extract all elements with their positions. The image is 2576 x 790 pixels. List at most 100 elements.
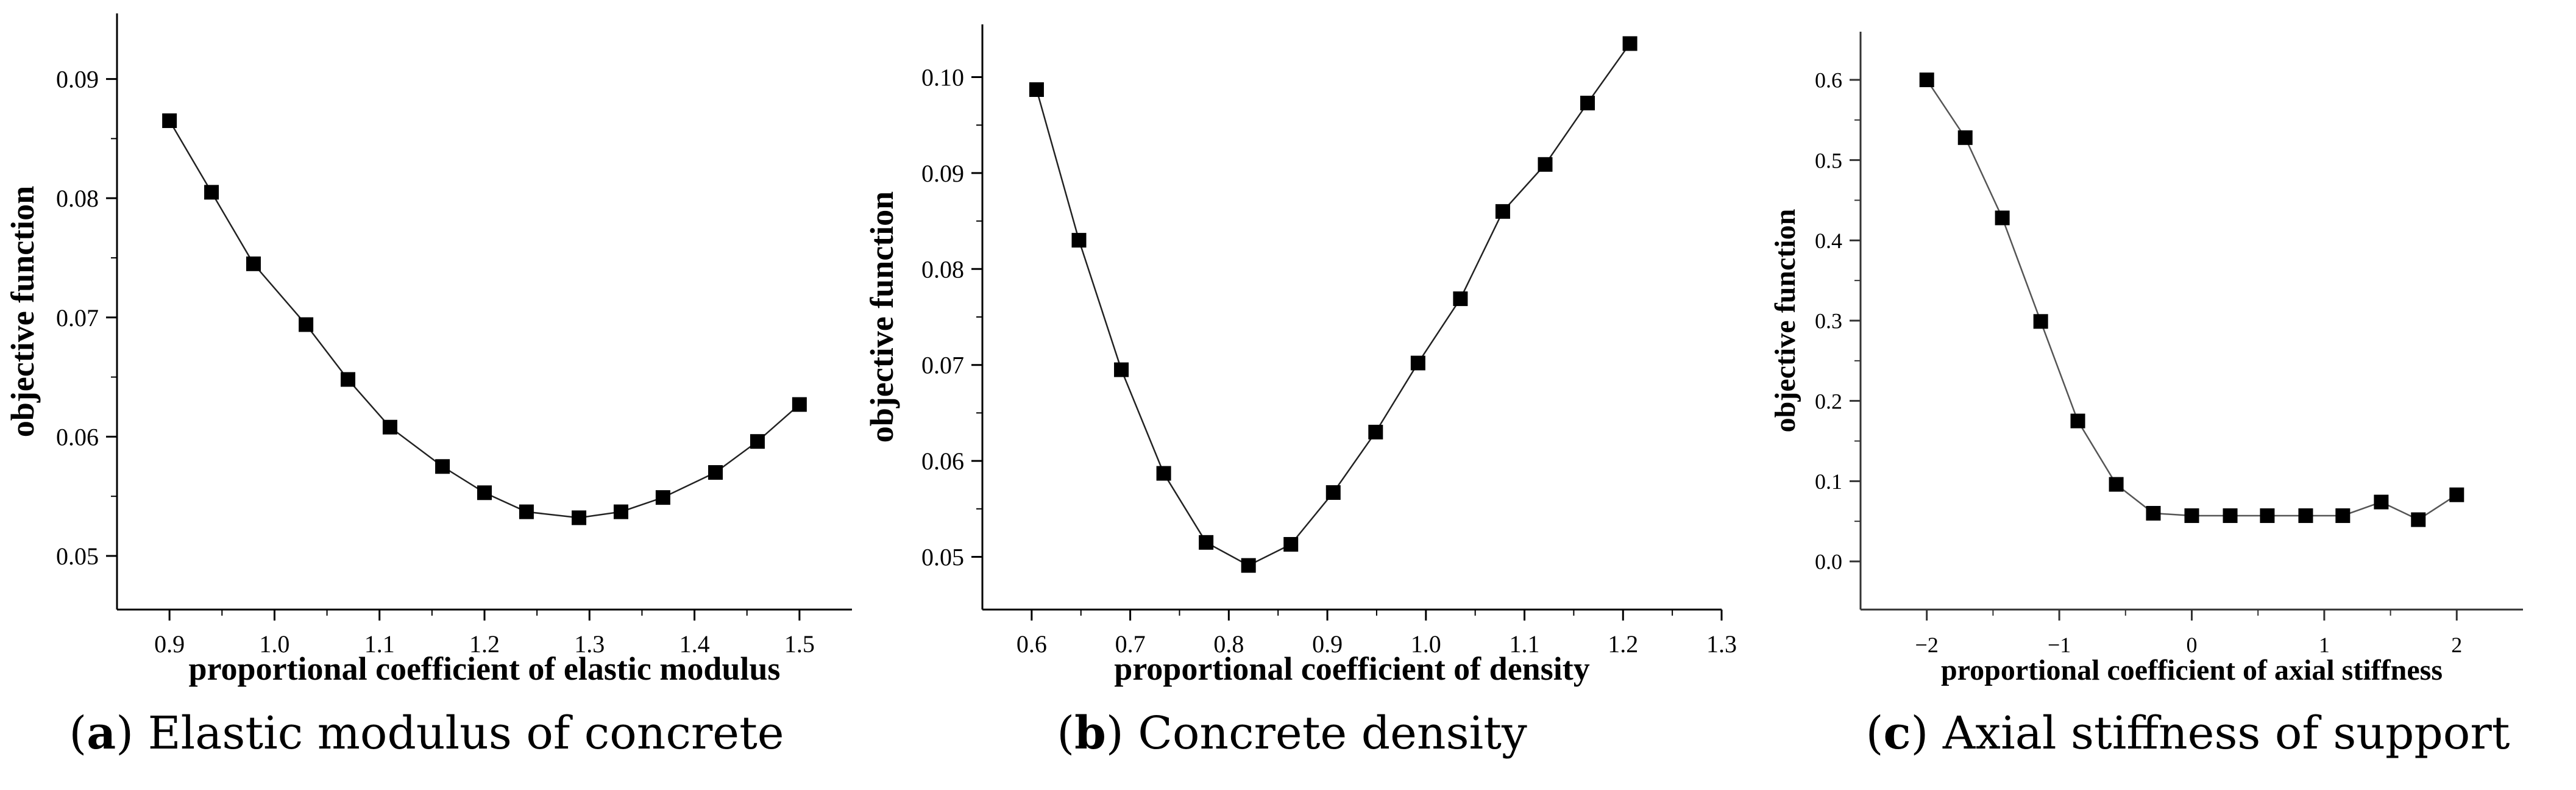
y-tick-label: 0.1	[1815, 469, 1842, 494]
data-point	[2109, 477, 2124, 492]
x-tick-label: 1.3	[574, 630, 605, 658]
data-point	[750, 434, 765, 449]
x-tick-label: 1.1	[1510, 630, 1540, 658]
caption-b-text: Concrete density	[1138, 707, 1527, 760]
y-tick-label: 0.08	[921, 255, 964, 283]
data-point	[613, 504, 628, 519]
data-point	[708, 465, 723, 480]
data-point	[1283, 536, 1299, 552]
data-point	[2033, 314, 2048, 329]
data-point	[2335, 508, 2351, 523]
data-point	[572, 510, 587, 525]
caption-b-tag: b	[1074, 707, 1106, 760]
data-point	[1368, 424, 1383, 439]
y-tick-label: 0.07	[56, 304, 99, 332]
x-axis-title: proportional coefficient of axial stiffn…	[1941, 654, 2443, 686]
x-tick-label: 0.8	[1213, 630, 1244, 658]
chart-1: 0.9 1.0 1.1 1.2 1.3 1.4 1.5 0.05 0.06 0.07 0.08 0.0…	[4, 13, 852, 687]
y-tick-label: 0.06	[56, 423, 99, 450]
data-point	[655, 490, 670, 505]
y-axis-title: objective function	[4, 186, 41, 437]
y-tick-label: 0.08	[56, 185, 99, 212]
chart-3: −2 −1 0 1 2 0.0 0.1 0.2 0.3 0.4 0.5 0.6 proportional…	[1769, 32, 2523, 686]
y-tick-label: 0.0	[1815, 550, 1842, 574]
y-tick-label: 0.2	[1815, 389, 1842, 413]
data-point	[1071, 233, 1087, 248]
x-axis-title: proportional coefficient of density	[1114, 650, 1589, 687]
caption-c-text: Axial stiffness of support	[1942, 707, 2510, 760]
data-point	[2184, 508, 2199, 523]
data-point	[246, 256, 261, 271]
data-point	[2411, 512, 2426, 527]
x-tick-label: 0	[2187, 633, 2198, 657]
y-tick-label: 0.09	[56, 66, 99, 93]
x-tick-label: −1	[2048, 633, 2071, 657]
data-point	[2449, 487, 2464, 502]
data-point	[1580, 96, 1595, 111]
x-tick-label: 1.4	[679, 630, 710, 658]
chart-2: 0.6 0.7 0.8 0.9 1.0 1.1 1.2 1.3 0.05 0.06 0.07 0.08…	[864, 24, 1737, 687]
x-tick-label: 1.1	[364, 630, 395, 658]
y-tick-label: 0.07	[921, 352, 964, 379]
caption-a-tag: a	[87, 707, 116, 760]
data-point	[1325, 485, 1341, 500]
data-point	[435, 459, 450, 474]
x-tick-label: 1.3	[1706, 630, 1737, 658]
y-tick-label: 0.5	[1815, 148, 1842, 173]
y-tick-label: 0.05	[921, 543, 964, 571]
data-point	[1029, 82, 1044, 98]
caption-c: (c) Axial stiffness of support	[1865, 707, 2510, 760]
data-point	[382, 419, 397, 435]
x-tick-label: 1	[2319, 633, 2330, 657]
data-point	[204, 185, 219, 200]
x-tick-label: 0.6	[1017, 630, 1047, 658]
x-tick-label: 0.7	[1115, 630, 1146, 658]
data-point	[2070, 413, 2085, 429]
x-tick-label: 1.2	[469, 630, 500, 658]
y-tick-label: 0.6	[1815, 68, 1842, 93]
data-point	[2374, 494, 2389, 510]
data-point	[299, 317, 314, 332]
data-point	[1995, 210, 2010, 226]
data-point	[1199, 535, 1214, 550]
x-tick-label: 1.0	[1411, 630, 1441, 658]
data-point	[1453, 291, 1468, 307]
x-tick-label: 1.5	[784, 630, 815, 658]
caption-c-tag: c	[1883, 707, 1911, 760]
x-tick-label: 2	[2451, 633, 2462, 657]
data-point	[1957, 130, 1973, 145]
data-point	[1538, 157, 1553, 172]
data-point	[2298, 508, 2313, 523]
data-point	[1622, 36, 1637, 51]
data-point	[2223, 508, 2238, 523]
x-tick-label: 0.9	[1312, 630, 1343, 658]
data-point	[477, 485, 492, 500]
y-axis-title: objective function	[864, 191, 900, 443]
y-tick-label: 0.09	[921, 160, 964, 187]
x-tick-label: 0.9	[154, 630, 185, 658]
x-tick-label: −2	[1915, 633, 1939, 657]
y-axis-title: objective function	[1769, 209, 1801, 433]
data-point	[1410, 355, 1425, 371]
y-tick-label: 0.4	[1815, 229, 1842, 253]
data-point	[341, 372, 356, 387]
y-tick-label: 0.3	[1815, 309, 1842, 333]
caption-a: (a) Elastic modulus of concrete	[69, 707, 784, 760]
data-point	[1919, 73, 1934, 87]
y-tick-label: 0.05	[56, 543, 99, 570]
data-point	[2146, 506, 2161, 521]
series-line	[1926, 79, 2457, 521]
y-tick-label: 0.10	[921, 64, 964, 91]
caption-b: (b) Concrete density	[1057, 707, 1527, 760]
data-point	[792, 397, 807, 412]
data-point	[2260, 508, 2275, 523]
series-line	[169, 120, 800, 519]
data-point	[1495, 204, 1510, 219]
data-point	[1114, 362, 1129, 377]
caption-a-text: Elastic modulus of concrete	[147, 707, 784, 760]
x-tick-label: 1.2	[1608, 630, 1638, 658]
data-point	[1241, 558, 1256, 573]
x-tick-label: 1.0	[259, 630, 289, 658]
